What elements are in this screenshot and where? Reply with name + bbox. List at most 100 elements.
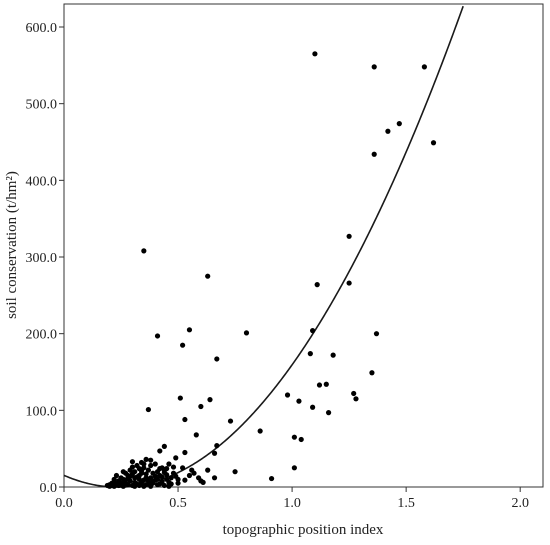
data-point (205, 467, 211, 473)
data-point (353, 396, 359, 402)
data-point (125, 475, 131, 482)
data-point (325, 410, 332, 416)
data-point (211, 475, 218, 481)
data-point (143, 456, 149, 462)
y-tick-label: 100.0 (26, 404, 58, 419)
x-tick-label: 1.0 (283, 496, 301, 511)
data-point (351, 390, 357, 397)
data-point (145, 481, 151, 487)
data-point (396, 121, 402, 127)
data-point (421, 64, 427, 70)
y-axis: 0.0 100.0 200.0 300.0 400.0 500.0 600.0 (26, 21, 64, 496)
y-tick-label: 200.0 (26, 328, 58, 343)
data-point (346, 280, 352, 286)
data-point (371, 64, 377, 70)
fit-curve (63, 5, 464, 488)
data-point (166, 461, 172, 467)
data-point (161, 482, 167, 489)
data-point (125, 482, 131, 488)
data-point (157, 448, 163, 454)
data-point (207, 397, 213, 403)
data-point (182, 416, 188, 423)
data-point (211, 450, 218, 456)
data-point (291, 465, 297, 471)
data-point (111, 483, 117, 489)
data-point (189, 467, 195, 473)
data-point (175, 480, 181, 486)
data-point (154, 333, 161, 339)
data-point (330, 352, 336, 358)
data-point (182, 449, 188, 456)
y-tick-label: 0.0 (40, 481, 58, 496)
data-point (166, 483, 172, 489)
data-point (141, 483, 147, 489)
data-point (138, 459, 145, 466)
data-point (111, 476, 117, 482)
data-point (148, 457, 154, 463)
data-point (116, 480, 122, 486)
data-point (136, 482, 142, 489)
data-point (161, 469, 167, 476)
data-point (107, 482, 113, 488)
data-point (164, 466, 170, 472)
data-point (323, 381, 329, 387)
data-point (371, 151, 377, 157)
data-point (154, 469, 161, 475)
data-point (268, 475, 275, 482)
y-tick-label: 300.0 (26, 251, 58, 266)
data-point (113, 472, 120, 479)
x-tick-label: 0.0 (55, 496, 73, 511)
data-point (227, 418, 234, 424)
data-point (170, 464, 177, 470)
data-point (310, 328, 316, 334)
data-point (148, 462, 154, 469)
data-points (104, 51, 437, 489)
data-point (145, 406, 151, 413)
data-point (291, 434, 297, 440)
data-point (205, 273, 211, 279)
data-point (166, 479, 172, 485)
data-point (120, 469, 126, 475)
plot-frame (63, 3, 544, 488)
x-tick-label: 0.5 (169, 496, 187, 511)
data-point (373, 331, 380, 337)
data-point (177, 395, 183, 401)
data-point (141, 477, 147, 483)
data-point (314, 282, 320, 288)
data-point (385, 128, 391, 134)
x-tick-label: 2.0 (511, 496, 529, 511)
data-point (138, 468, 145, 474)
data-point (257, 428, 263, 434)
data-point (316, 382, 323, 388)
x-tick-label: 1.5 (397, 496, 415, 511)
data-point (312, 51, 318, 57)
data-point (141, 248, 147, 254)
data-point (243, 330, 250, 336)
data-point (134, 474, 140, 480)
data-point (120, 483, 126, 489)
data-point (152, 461, 158, 467)
data-point (143, 471, 149, 477)
data-point (369, 370, 375, 376)
x-axis: 0.0 0.5 1.0 1.5 2.0 (55, 487, 529, 511)
data-point (198, 403, 204, 410)
data-point (214, 443, 220, 449)
data-point (296, 398, 302, 404)
data-point (284, 392, 291, 398)
y-axis-label: soil conservation (t/hm²) (4, 171, 20, 319)
data-point (430, 140, 437, 146)
data-point (173, 455, 179, 461)
data-point (214, 356, 220, 362)
y-tick-label: 600.0 (26, 21, 58, 36)
data-point (152, 473, 158, 479)
data-point (180, 465, 186, 471)
data-point (129, 464, 136, 470)
y-tick-label: 500.0 (26, 98, 58, 113)
data-point (200, 479, 206, 485)
data-point (168, 475, 174, 481)
data-point (186, 472, 193, 479)
data-point (195, 475, 202, 481)
data-point (132, 479, 138, 485)
data-point (129, 459, 136, 465)
